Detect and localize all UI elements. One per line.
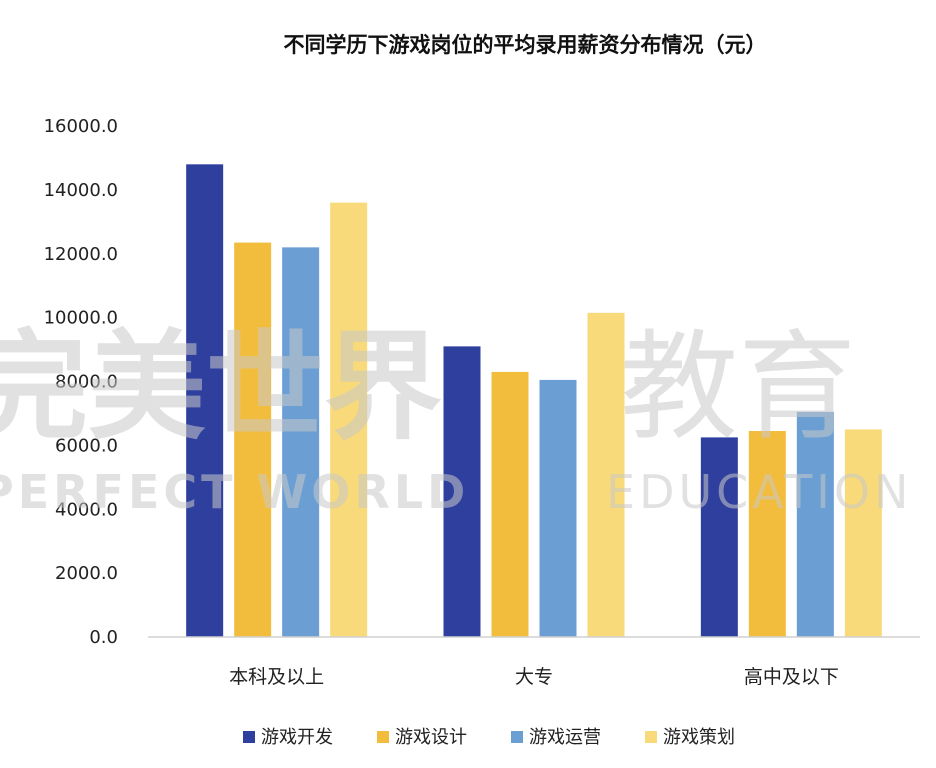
legend-swatch [243,731,255,743]
legend-swatch [511,731,523,743]
y-axis: 0.0 2000.0 4000.0 6000.0 8000.0 10000.0 12000.… [44,116,118,648]
bar [748,431,786,637]
y-tick-label: 14000.0 [44,180,118,201]
x-axis-categories: 本科及以上 大专 高中及以下 [229,666,839,688]
bar [282,247,320,638]
bar [443,346,481,637]
bar [796,411,834,637]
legend-label: 游戏运营 [529,727,601,748]
y-tick-label: 2000.0 [55,563,118,584]
legend-swatch [377,731,389,743]
y-tick-label: 0.0 [89,627,118,648]
bar [700,437,738,637]
x-category-label: 大专 [515,666,553,688]
bar-series [186,164,882,638]
watermark: 完美世界 教育 PERFECT WORLD EDUCATION [0,318,912,519]
chart-title: 不同学历下游戏岗位的平均录用薪资分布情况（元） [284,33,767,57]
bar [844,429,882,637]
bar [234,242,272,637]
legend-label: 游戏设计 [395,727,467,748]
y-tick-label: 12000.0 [44,244,118,265]
bar [186,164,224,637]
y-tick-label: 6000.0 [55,435,118,456]
watermark-cn-right: 教育 [620,318,856,456]
bar [587,312,625,637]
legend-swatch [645,731,657,743]
legend-label: 游戏开发 [261,727,333,748]
bar [330,202,368,637]
legend-label: 游戏策划 [663,727,735,748]
y-tick-label: 10000.0 [44,308,118,329]
watermark-en-left: PERFECT WORLD [0,465,469,519]
x-category-label: 本科及以上 [229,666,324,688]
y-tick-label: 4000.0 [55,499,118,520]
watermark-en-right: EDUCATION [606,465,912,519]
y-tick-label: 8000.0 [55,372,118,393]
legend: 游戏开发 游戏设计 游戏运营 游戏策划 [243,727,735,748]
bar [539,379,577,637]
watermark-cn-left: 完美世界 [0,318,442,456]
x-category-label: 高中及以下 [744,666,839,688]
y-tick-label: 16000.0 [44,116,118,137]
bar [491,371,529,637]
